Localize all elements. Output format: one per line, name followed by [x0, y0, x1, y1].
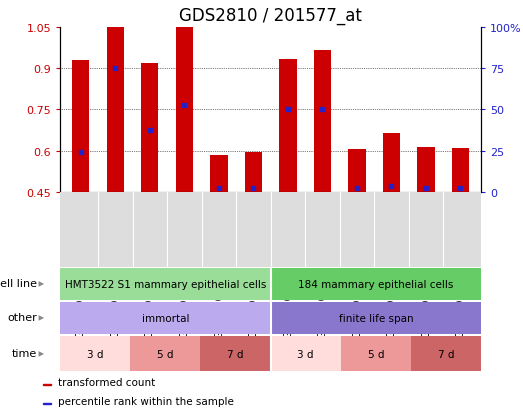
Bar	[210, 155, 228, 192]
Bar	[452, 149, 469, 192]
Bar	[341, 337, 411, 372]
Text: cell line: cell line	[0, 279, 37, 289]
Bar	[271, 303, 481, 334]
Bar	[271, 337, 341, 372]
Bar	[279, 59, 297, 192]
Bar	[141, 64, 158, 192]
Text: immortal: immortal	[142, 313, 189, 323]
Text: 5 d: 5 d	[368, 349, 384, 359]
Text: 7 d: 7 d	[228, 349, 244, 359]
Bar	[176, 28, 193, 192]
Text: finite life span: finite life span	[338, 313, 413, 323]
Text: 7 d: 7 d	[438, 349, 454, 359]
Bar	[60, 337, 130, 372]
Bar	[200, 337, 271, 372]
Text: transformed count: transformed count	[58, 377, 155, 387]
Title: GDS2810 / 201577_at: GDS2810 / 201577_at	[179, 7, 362, 25]
Bar	[43, 403, 51, 404]
Bar	[314, 51, 331, 192]
Bar	[60, 303, 271, 334]
Bar	[417, 147, 435, 192]
Bar	[130, 337, 200, 372]
Bar	[245, 153, 262, 192]
Text: 184 mammary epithelial cells: 184 mammary epithelial cells	[298, 279, 453, 289]
Text: percentile rank within the sample: percentile rank within the sample	[58, 396, 234, 406]
Text: other: other	[7, 313, 37, 323]
Bar	[60, 268, 271, 300]
Bar	[271, 268, 481, 300]
Text: 3 d: 3 d	[87, 349, 104, 359]
Bar	[72, 61, 89, 192]
Bar	[107, 28, 124, 192]
Bar	[411, 337, 481, 372]
Bar	[383, 133, 400, 192]
Text: 3 d: 3 d	[298, 349, 314, 359]
Text: HMT3522 S1 mammary epithelial cells: HMT3522 S1 mammary epithelial cells	[65, 279, 266, 289]
Bar	[43, 384, 51, 385]
Text: 5 d: 5 d	[157, 349, 174, 359]
Bar	[348, 150, 366, 192]
Text: time: time	[12, 348, 37, 358]
